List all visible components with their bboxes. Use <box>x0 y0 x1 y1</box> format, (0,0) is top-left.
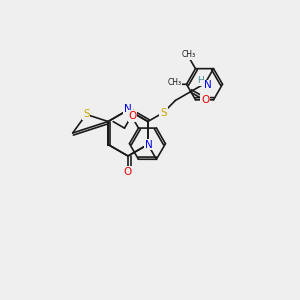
Text: O: O <box>201 95 209 105</box>
Text: N: N <box>145 140 153 149</box>
Text: S: S <box>83 110 89 119</box>
Text: N: N <box>204 80 212 90</box>
Text: O: O <box>128 111 136 121</box>
Text: H: H <box>198 76 204 85</box>
Text: CH₃: CH₃ <box>182 50 196 59</box>
Text: S: S <box>160 107 167 118</box>
Text: O: O <box>124 167 132 177</box>
Text: CH₃: CH₃ <box>167 78 182 87</box>
Text: N: N <box>124 104 132 114</box>
